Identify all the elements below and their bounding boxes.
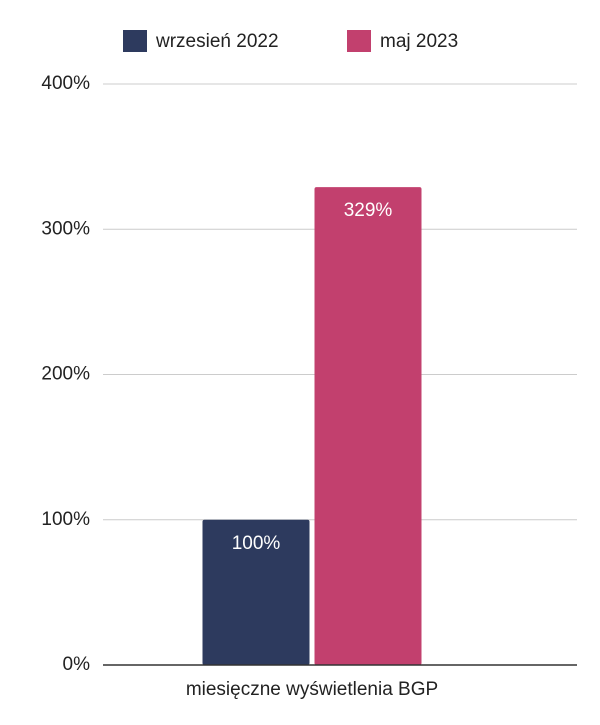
y-tick-label: 200% <box>41 364 90 385</box>
legend-swatch <box>123 30 147 52</box>
y-tick-label: 300% <box>41 218 90 239</box>
legend-swatch <box>347 30 371 52</box>
legend-label: maj 2023 <box>380 31 458 52</box>
data-label: 329% <box>344 200 393 221</box>
bar <box>202 519 310 665</box>
bar <box>314 187 422 665</box>
legend-label: wrzesień 2022 <box>155 31 279 52</box>
y-tick-label: 0% <box>63 654 91 675</box>
x-tick-label: miesięczne wyświetlenia BGP <box>186 679 438 700</box>
y-tick-label: 400% <box>41 73 90 94</box>
data-label: 100% <box>232 533 281 554</box>
y-tick-label: 100% <box>41 509 90 530</box>
